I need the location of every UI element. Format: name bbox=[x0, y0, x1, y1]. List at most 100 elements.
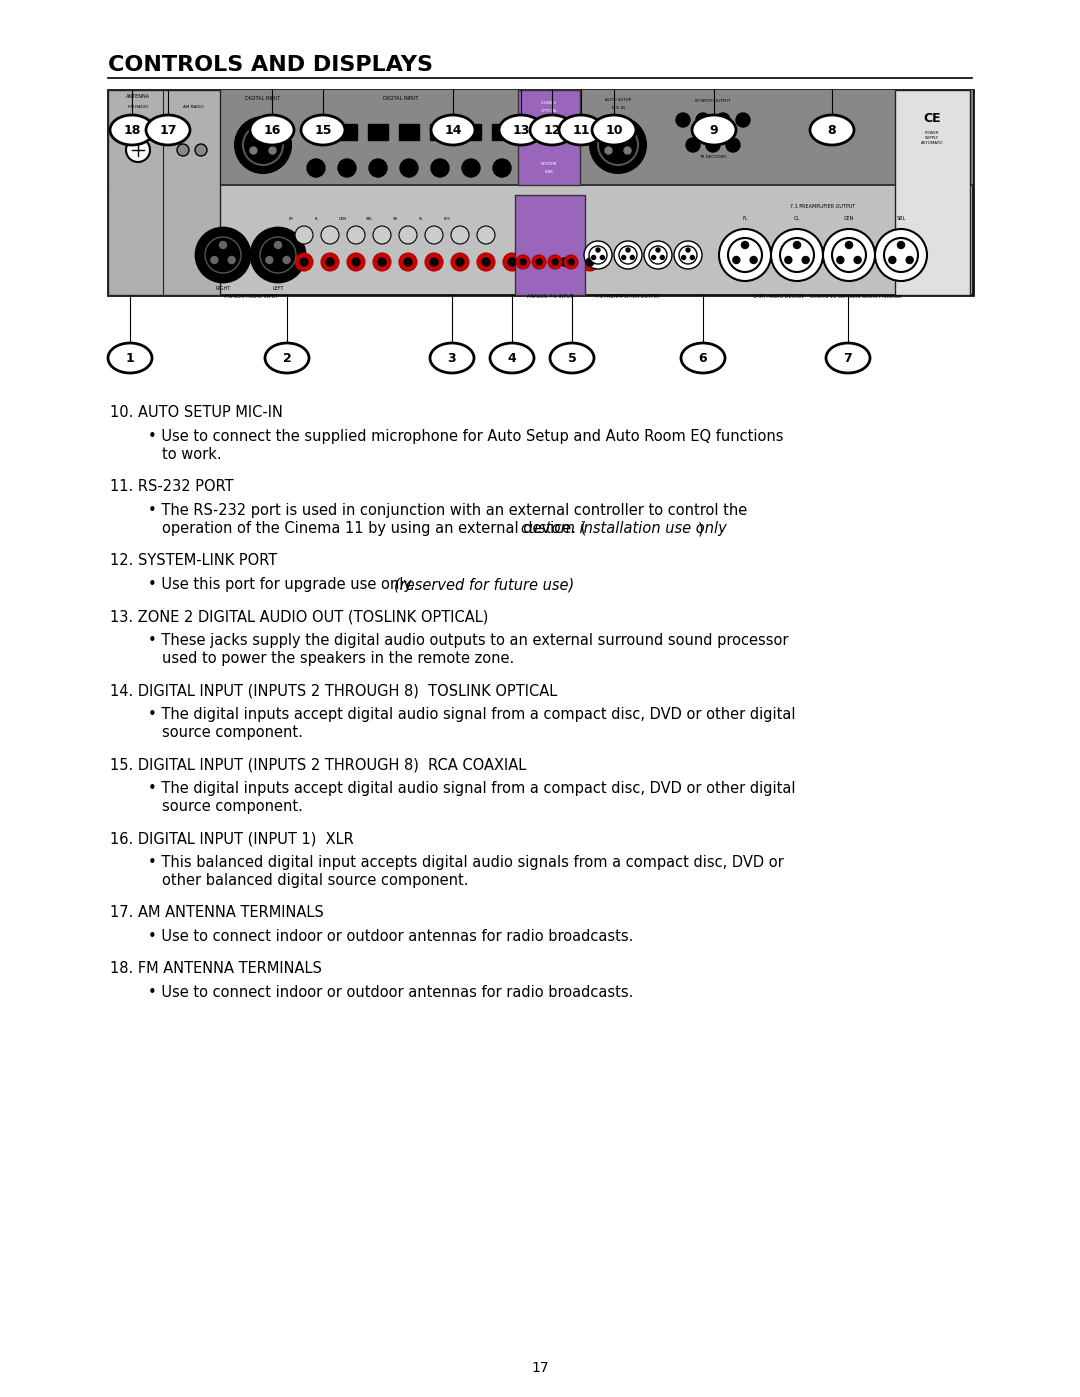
Text: FL: FL bbox=[314, 217, 320, 221]
Text: CONTROLS AND DISPLAYS: CONTROLS AND DISPLAYS bbox=[108, 54, 433, 75]
Ellipse shape bbox=[559, 115, 603, 145]
Circle shape bbox=[266, 257, 273, 264]
Circle shape bbox=[477, 253, 495, 271]
Circle shape bbox=[195, 228, 249, 282]
Bar bbox=[430, 124, 450, 140]
Circle shape bbox=[875, 229, 927, 281]
Circle shape bbox=[378, 258, 386, 265]
Ellipse shape bbox=[490, 344, 534, 373]
Text: LINK: LINK bbox=[544, 170, 554, 175]
Text: 7: 7 bbox=[470, 175, 472, 179]
Circle shape bbox=[897, 242, 905, 249]
Bar bbox=[368, 124, 388, 140]
Circle shape bbox=[307, 159, 325, 177]
Circle shape bbox=[295, 226, 313, 244]
Circle shape bbox=[615, 130, 621, 137]
Text: CE: CE bbox=[923, 112, 941, 124]
Ellipse shape bbox=[430, 344, 474, 373]
Ellipse shape bbox=[265, 344, 309, 373]
Circle shape bbox=[785, 257, 792, 264]
Bar bbox=[337, 124, 357, 140]
Circle shape bbox=[243, 124, 283, 165]
Circle shape bbox=[477, 226, 495, 244]
Circle shape bbox=[431, 159, 449, 177]
Text: FR: FR bbox=[288, 217, 294, 221]
Circle shape bbox=[283, 257, 291, 264]
Text: DIGITAL INPUT: DIGITAL INPUT bbox=[245, 96, 281, 101]
Circle shape bbox=[733, 257, 740, 264]
Text: other balanced digital source component.: other balanced digital source component. bbox=[162, 873, 469, 888]
Ellipse shape bbox=[431, 115, 475, 145]
Text: OPTICAL: OPTICAL bbox=[540, 109, 557, 113]
Text: used to power the speakers in the remote zone.: used to power the speakers in the remote… bbox=[162, 651, 514, 666]
Circle shape bbox=[228, 257, 235, 264]
Text: source component.: source component. bbox=[162, 725, 302, 740]
Circle shape bbox=[321, 226, 339, 244]
Circle shape bbox=[249, 147, 257, 154]
Text: 12: 12 bbox=[543, 123, 561, 137]
Text: FM RADIO: FM RADIO bbox=[127, 105, 148, 109]
Circle shape bbox=[706, 138, 720, 152]
Circle shape bbox=[399, 226, 417, 244]
Circle shape bbox=[347, 253, 365, 271]
Circle shape bbox=[300, 258, 308, 265]
Circle shape bbox=[251, 228, 305, 282]
Text: 6: 6 bbox=[438, 175, 442, 179]
Circle shape bbox=[626, 249, 630, 251]
Text: • The digital inputs accept digital audio signal from a compact disc, DVD or oth: • The digital inputs accept digital audi… bbox=[148, 707, 796, 722]
Circle shape bbox=[426, 253, 443, 271]
Circle shape bbox=[295, 253, 313, 271]
Text: CARY AUDIO DESIGN    Cinema 11 Surround Sound Processor: CARY AUDIO DESIGN Cinema 11 Surround Sou… bbox=[754, 293, 903, 299]
Text: 4: 4 bbox=[377, 175, 379, 179]
Circle shape bbox=[426, 226, 443, 244]
Bar bbox=[492, 124, 512, 140]
Circle shape bbox=[735, 113, 750, 127]
Text: 2: 2 bbox=[283, 352, 292, 365]
Text: 17. AM ANTENNA TERMINALS: 17. AM ANTENNA TERMINALS bbox=[110, 905, 324, 921]
Text: TR DECODER: TR DECODER bbox=[700, 155, 727, 159]
Circle shape bbox=[846, 242, 852, 249]
Text: ZONE 2: ZONE 2 bbox=[541, 101, 557, 105]
Text: 17: 17 bbox=[159, 123, 177, 137]
Circle shape bbox=[681, 256, 686, 260]
Text: 3: 3 bbox=[346, 175, 349, 179]
Text: 3: 3 bbox=[448, 352, 457, 365]
Circle shape bbox=[674, 242, 702, 270]
Circle shape bbox=[508, 258, 516, 265]
Text: 7.1 PREAMPLIFIER OUTPUT: 7.1 PREAMPLIFIER OUTPUT bbox=[791, 204, 855, 210]
Text: DIGITAL INPUT: DIGITAL INPUT bbox=[383, 96, 419, 101]
Circle shape bbox=[274, 242, 282, 249]
Circle shape bbox=[404, 258, 411, 265]
Ellipse shape bbox=[108, 344, 152, 373]
Bar bbox=[108, 89, 973, 295]
Circle shape bbox=[564, 256, 578, 270]
Ellipse shape bbox=[692, 115, 735, 145]
Circle shape bbox=[605, 147, 612, 154]
Circle shape bbox=[728, 237, 762, 272]
Text: • Use to connect the supplied microphone for Auto Setup and Auto Room EQ functio: • Use to connect the supplied microphone… bbox=[148, 429, 783, 444]
Circle shape bbox=[492, 159, 511, 177]
Ellipse shape bbox=[681, 344, 725, 373]
Circle shape bbox=[205, 237, 241, 272]
Text: ANALOG 7.1 INPUT: ANALOG 7.1 INPUT bbox=[527, 293, 573, 299]
Circle shape bbox=[619, 246, 637, 264]
Circle shape bbox=[823, 229, 875, 281]
Text: 5: 5 bbox=[407, 175, 410, 179]
Text: RIGHT: RIGHT bbox=[215, 286, 231, 291]
Circle shape bbox=[716, 113, 730, 127]
Circle shape bbox=[615, 242, 642, 270]
Text: 10: 10 bbox=[605, 123, 623, 137]
Text: • These jacks supply the digital audio outputs to an external surround sound pro: • These jacks supply the digital audio o… bbox=[148, 633, 788, 648]
Circle shape bbox=[794, 242, 800, 249]
Circle shape bbox=[400, 159, 418, 177]
Text: POWER
SUPPLY
AUTOMATIC: POWER SUPPLY AUTOMATIC bbox=[920, 131, 944, 145]
Text: 8: 8 bbox=[501, 175, 503, 179]
Ellipse shape bbox=[301, 115, 345, 145]
Text: 13: 13 bbox=[512, 123, 529, 137]
Text: 7.1 PREAMPLIFIER OUTPUT: 7.1 PREAMPLIFIER OUTPUT bbox=[595, 293, 661, 299]
Circle shape bbox=[906, 257, 914, 264]
Circle shape bbox=[126, 138, 150, 162]
Text: ANALOG AUDIO INPUT: ANALOG AUDIO INPUT bbox=[224, 293, 278, 299]
Circle shape bbox=[462, 159, 480, 177]
Circle shape bbox=[771, 229, 823, 281]
